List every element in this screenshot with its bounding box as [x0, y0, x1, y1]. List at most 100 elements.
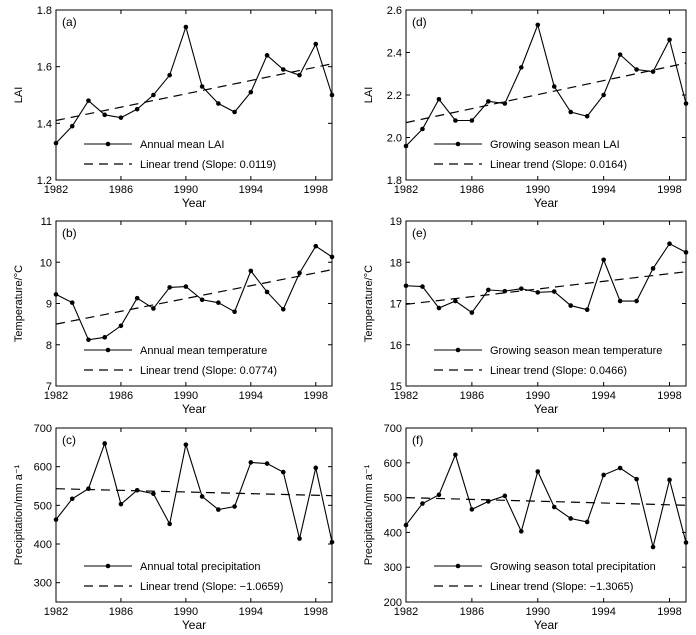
- series-line: [405, 453, 687, 548]
- legend-marker: [455, 141, 461, 147]
- y-tick-label: 2.4: [387, 48, 402, 60]
- data-point: [436, 96, 442, 102]
- data-point: [118, 501, 124, 507]
- data-point: [134, 106, 140, 112]
- data-point: [650, 544, 656, 550]
- data-point: [453, 452, 458, 458]
- x-tick-label: 1998: [304, 184, 328, 196]
- data-point: [167, 521, 172, 527]
- data-point: [420, 501, 425, 506]
- y-tick-label: 2.6: [387, 5, 402, 17]
- trend-line: [55, 488, 333, 497]
- data-point: [280, 67, 286, 72]
- y-tick-label: 15: [390, 381, 402, 393]
- legend-marker: [105, 347, 111, 353]
- y-axis-label: LAI: [363, 87, 375, 104]
- trend-line: [55, 63, 333, 122]
- data-point: [551, 504, 557, 510]
- data-point: [134, 295, 140, 301]
- trend-line: [405, 271, 687, 305]
- data-point: [420, 126, 425, 132]
- data-point: [551, 84, 557, 89]
- data-point: [436, 492, 442, 498]
- data-point: [151, 92, 156, 98]
- data-point: [86, 337, 91, 343]
- data-point: [568, 516, 574, 521]
- x-tick-label: 1986: [109, 390, 133, 402]
- data-point: [232, 504, 237, 509]
- data-point: [420, 284, 425, 289]
- panel-label: (b): [62, 226, 77, 240]
- legend-label: Linear trend (Slope: 0.0164): [490, 159, 627, 171]
- data-point: [535, 22, 541, 28]
- panel-f: 1982 1986 1990 1994 1998 200 300 400 500 600 700 Ye…: [363, 423, 689, 632]
- data-point: [313, 465, 319, 471]
- data-point: [469, 507, 475, 512]
- data-point: [280, 469, 286, 475]
- x-axis-label: Year: [182, 402, 206, 416]
- x-tick-label: 1994: [239, 390, 263, 402]
- data-point: [216, 300, 221, 305]
- legend-marker: [455, 347, 461, 353]
- x-tick-label: 1998: [657, 390, 681, 402]
- data-point: [216, 507, 221, 512]
- series-line: [55, 25, 333, 144]
- y-axis-label: Temperature/°C: [13, 265, 25, 342]
- data-point: [232, 309, 237, 315]
- x-axis-label: Year: [182, 196, 206, 210]
- legend-label: Growing season total precipitation: [490, 561, 656, 573]
- y-tick-label: 8: [46, 340, 52, 352]
- data-point: [118, 323, 124, 329]
- data-point: [453, 118, 458, 123]
- panel-e: 1982 1986 1990 1994 1998 15 16 17 18 19 Year Temper…: [363, 216, 689, 416]
- x-tick-label: 1990: [174, 184, 198, 196]
- data-point: [436, 305, 442, 311]
- legend-label: Linear trend (Slope: 0.0774): [140, 365, 277, 377]
- data-point: [264, 53, 270, 58]
- y-tick-label: 2.0: [387, 133, 402, 145]
- data-point: [683, 540, 689, 545]
- data-point: [568, 303, 574, 308]
- x-tick-label: 1986: [109, 184, 133, 196]
- data-point: [53, 140, 59, 146]
- data-point: [216, 101, 221, 106]
- x-axis-label: Year: [534, 402, 558, 416]
- legend-label: Growing season mean LAI: [490, 139, 620, 151]
- legend-label: Annual total precipitation: [140, 561, 260, 573]
- y-tick-label: 1.6: [37, 62, 52, 74]
- data-point: [584, 519, 590, 525]
- data-point: [53, 517, 59, 522]
- data-point: [518, 65, 524, 70]
- y-tick-label: 18: [390, 257, 402, 269]
- data-point: [151, 491, 156, 497]
- data-point: [502, 101, 508, 106]
- data-point: [453, 298, 458, 304]
- trend-line: [55, 269, 333, 325]
- data-point: [667, 37, 672, 43]
- data-point: [86, 98, 91, 103]
- data-point: [297, 536, 302, 541]
- x-tick-label: 1986: [109, 606, 133, 618]
- legend-label: Growing season mean temperature: [490, 345, 662, 357]
- data-point: [403, 522, 409, 528]
- plot-frame: [405, 220, 687, 387]
- x-tick-label: 1994: [591, 390, 615, 402]
- x-tick-label: 1982: [44, 390, 68, 402]
- data-point: [502, 493, 508, 499]
- y-axis-label: Precipitation/mm a⁻¹: [13, 464, 25, 565]
- panel-d: 1982 1986 1990 1994 1998 1.8 2.0 2.2 2.4 2.6 Year L…: [363, 5, 689, 210]
- x-tick-label: 1998: [304, 390, 328, 402]
- y-tick-label: 11: [41, 216, 52, 228]
- data-point: [151, 306, 156, 311]
- y-tick-label: 7: [46, 381, 52, 393]
- data-point: [199, 297, 205, 303]
- data-point: [634, 476, 639, 482]
- y-tick-label: 1.8: [387, 175, 402, 187]
- y-axis-label: Precipitation/mm a⁻¹: [363, 464, 375, 565]
- y-tick-label: 700: [384, 423, 402, 435]
- data-point: [535, 469, 541, 474]
- y-tick-label: 16: [390, 340, 402, 352]
- x-axis-label: Year: [182, 618, 206, 632]
- data-point: [69, 496, 75, 502]
- x-tick-label: 1982: [394, 390, 418, 402]
